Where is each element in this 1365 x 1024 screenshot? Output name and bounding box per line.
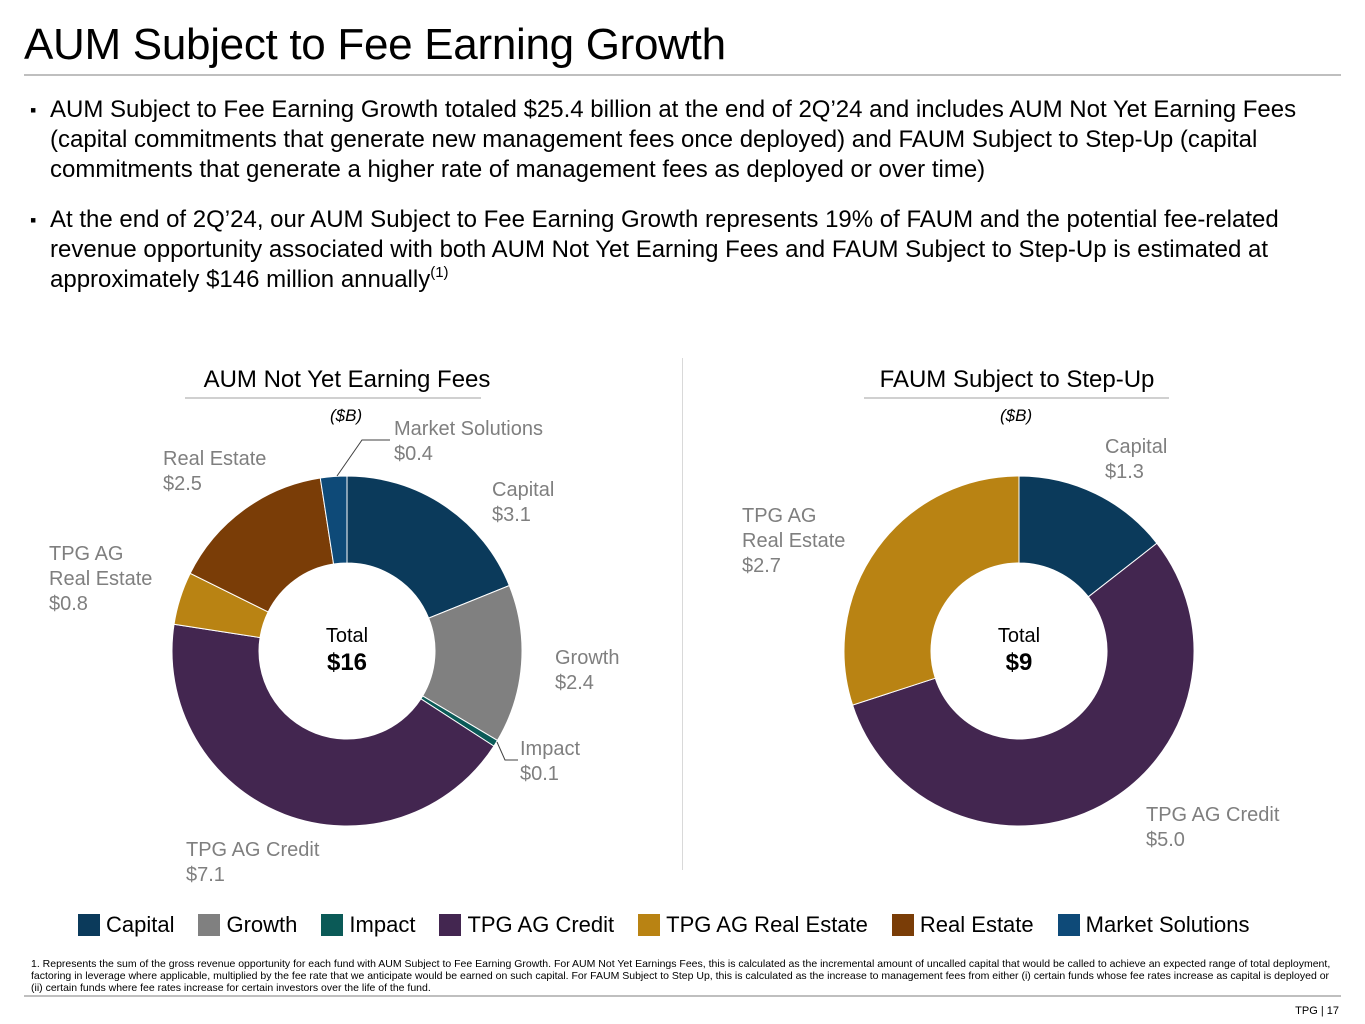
bullet-item: ▪ At the end of 2Q’24, our AUM Subject t… bbox=[30, 205, 1350, 295]
legend-item-growth: Growth bbox=[198, 912, 297, 938]
bullet-list: ▪ AUM Subject to Fee Earning Growth tota… bbox=[30, 95, 1350, 315]
slice-real-estate bbox=[189, 477, 335, 613]
bullet-text: At the end of 2Q’24, our AUM Subject to … bbox=[50, 206, 1279, 293]
legend-label: Impact bbox=[349, 912, 416, 937]
legend-item-real-estate: Real Estate bbox=[891, 912, 1034, 938]
slice-label-tpg-ag-real-estate: TPG AG Real Estate $0.8 bbox=[49, 543, 152, 615]
leader-line bbox=[336, 439, 390, 477]
leader-line bbox=[496, 741, 518, 761]
legend-label: TPG AG Real Estate bbox=[666, 912, 868, 937]
page-number: TPG | 17 bbox=[1295, 1005, 1339, 1017]
legend-label: TPG AG Credit bbox=[467, 912, 615, 937]
legend-item-market-solutions: Market Solutions bbox=[1057, 912, 1250, 938]
total-label: Total bbox=[326, 625, 368, 647]
donut-chart-faum-subject-to-step-up: Capital $1.3 TPG AG Credit $5.0 TPG AG Real E… bbox=[742, 436, 1280, 851]
legend-label: Growth bbox=[226, 912, 298, 937]
slice-tpg-ag-credit bbox=[851, 542, 1195, 827]
legend-item-capital: Capital bbox=[78, 912, 174, 938]
legend-item-impact: Impact bbox=[321, 912, 415, 938]
legend-swatch bbox=[638, 914, 661, 936]
slice-label-tpg-ag-credit: TPG AG Credit $5.0 bbox=[1146, 804, 1280, 851]
slice-capital bbox=[346, 475, 510, 619]
donut-chart-aum-not-yet-earning-fees: Capital $3.1 Growth $2.4 Impact $0.1 TPG AG Cr… bbox=[49, 418, 619, 886]
legend-item-tpg-ag-real-estate: TPG AG Real Estate bbox=[638, 912, 868, 938]
bullet-marker: ▪ bbox=[30, 210, 37, 230]
chart-divider bbox=[682, 358, 683, 870]
slice-label-impact: Impact $0.1 bbox=[520, 738, 580, 785]
footnote-reference: (1) bbox=[430, 264, 449, 281]
footer-divider bbox=[24, 995, 1341, 997]
bullet-marker: ▪ bbox=[30, 100, 37, 120]
legend-swatch bbox=[198, 914, 221, 936]
chart-title-underline bbox=[864, 397, 1169, 399]
slice-label-capital: Capital $1.3 bbox=[1105, 436, 1167, 483]
total-label: Total bbox=[998, 625, 1040, 647]
legend-item-tpg-ag-credit: TPG AG Credit bbox=[439, 912, 614, 938]
legend-swatch bbox=[78, 914, 100, 936]
slice-label-tpg-ag-credit: TPG AG Credit $7.1 bbox=[186, 839, 320, 886]
slice-market-solutions bbox=[319, 475, 348, 565]
slice-label-real-estate: Real Estate $2.5 bbox=[163, 448, 266, 495]
chart-title-aum-not-yet-earning: AUM Not Yet Earning Fees bbox=[203, 366, 491, 393]
legend-swatch bbox=[891, 914, 914, 936]
unit-label: ($B) bbox=[330, 406, 363, 425]
legend-swatch bbox=[1057, 914, 1080, 936]
slice-label-tpg-ag-real-estate: TPG AG Real Estate $2.7 bbox=[742, 505, 845, 577]
total-value: $16 bbox=[327, 649, 367, 676]
chart-title-underline bbox=[185, 397, 481, 399]
bullet-text: AUM Subject to Fee Earning Growth totale… bbox=[50, 96, 1297, 183]
legend-swatch bbox=[321, 914, 344, 936]
footnote: 1. Represents the sum of the gross reven… bbox=[31, 958, 1331, 994]
legend-label: Real Estate bbox=[919, 912, 1034, 937]
unit-label: ($B) bbox=[1000, 406, 1033, 425]
slice-label-capital: Capital $3.1 bbox=[492, 479, 554, 526]
chart-legend: Capital Growth Impact TPG AG Credit TPG AG R… bbox=[78, 912, 1274, 938]
title-divider bbox=[24, 74, 1341, 76]
slice-label-growth: Growth $2.4 bbox=[555, 647, 619, 694]
total-value: $9 bbox=[1006, 649, 1033, 676]
bullet-item: ▪ AUM Subject to Fee Earning Growth tota… bbox=[30, 95, 1350, 185]
slice-tpg-ag-real-estate bbox=[843, 475, 1020, 706]
slice-label-market-solutions: Market Solutions $0.4 bbox=[394, 418, 543, 465]
legend-label: Market Solutions bbox=[1085, 912, 1250, 937]
legend-swatch bbox=[439, 914, 462, 936]
legend-label: Capital bbox=[106, 912, 175, 937]
page-title: AUM Subject to Fee Earning Growth bbox=[24, 20, 726, 69]
slice-tpg-ag-credit bbox=[171, 623, 495, 827]
chart-title-faum-step-up: FAUM Subject to Step-Up bbox=[879, 366, 1155, 393]
